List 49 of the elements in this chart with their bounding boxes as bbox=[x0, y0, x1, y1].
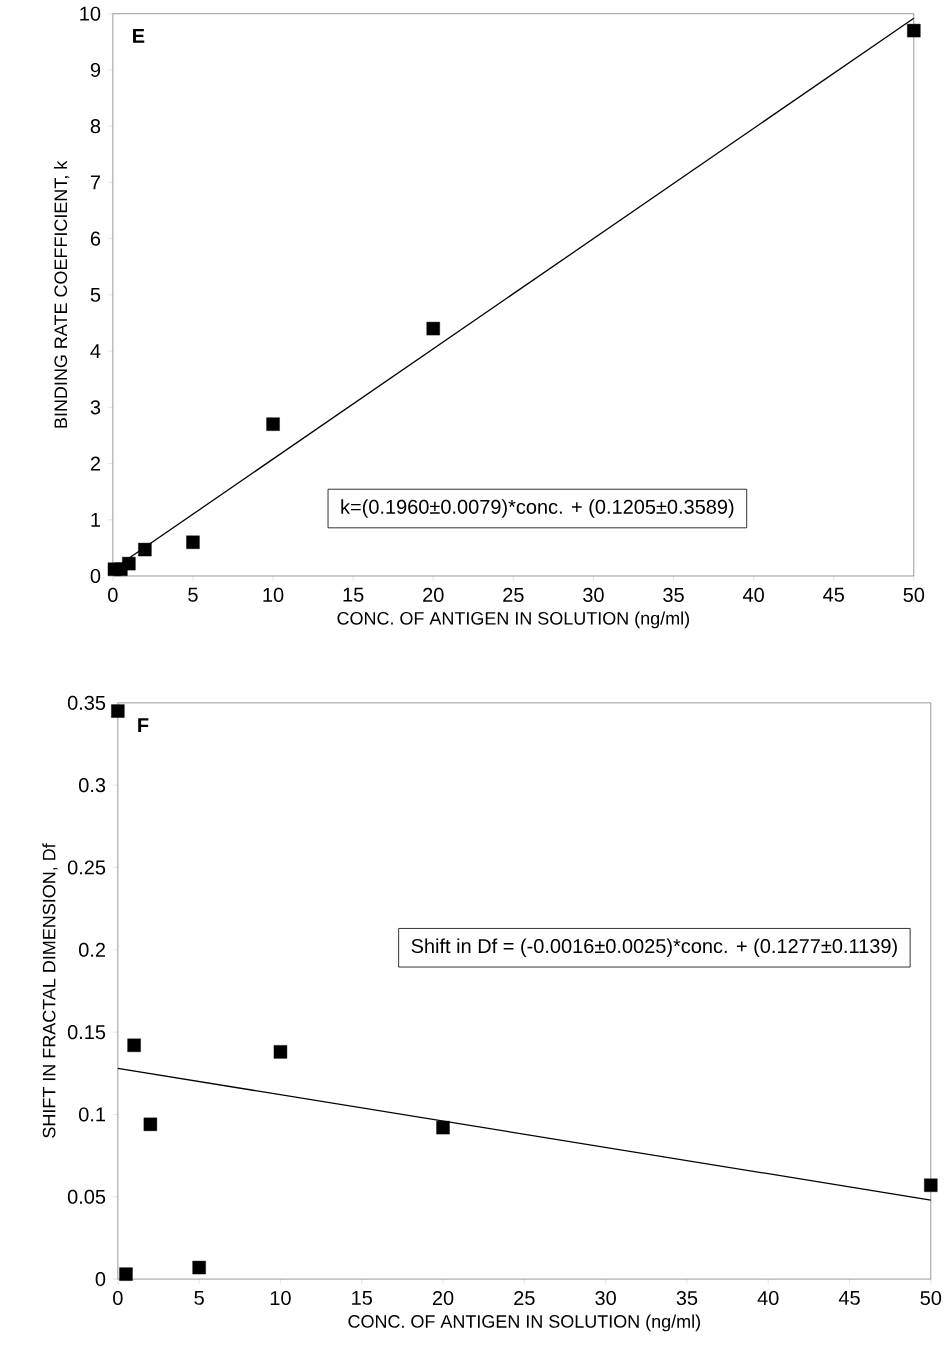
x-tick-label: 40 bbox=[743, 587, 765, 602]
y-tick-label: 7 bbox=[91, 175, 101, 190]
y-tick-label: 0 bbox=[90, 568, 101, 584]
x-tick-label: 10 bbox=[263, 587, 284, 602]
y-tick-label: 9 bbox=[90, 62, 101, 78]
y-axis-title: SHIFT IN FRACTAL DIMENSION, Df bbox=[42, 843, 58, 1138]
x-tick-label: 0 bbox=[108, 587, 118, 602]
y-tick-label: 0.2 bbox=[79, 942, 106, 957]
x-tick-label: 45 bbox=[838, 1290, 860, 1305]
x-tick-label: 20 bbox=[433, 1290, 454, 1306]
x-axis-title: CONC. OF ANTIGEN IN SOLUTION (ng/ml) bbox=[348, 1314, 701, 1332]
x-tick-label: 25 bbox=[503, 587, 524, 602]
x-tick-label: 25 bbox=[514, 1290, 535, 1306]
y-tick-label: 1 bbox=[91, 512, 101, 527]
annotation: k=(0.1960±0.0079)*conc. + (0.1205±0.3589) bbox=[341, 499, 734, 518]
x-tick-label: 50 bbox=[903, 587, 925, 602]
x-tick-label: 15 bbox=[343, 587, 364, 602]
y-tick-label: 0.25 bbox=[68, 860, 106, 875]
annotation: F bbox=[138, 718, 149, 733]
annotation: E bbox=[133, 29, 145, 43]
x-tick-label: 15 bbox=[352, 1290, 373, 1305]
x-tick-label: 10 bbox=[270, 1290, 291, 1306]
x-tick-label: 5 bbox=[188, 587, 198, 602]
x-tick-label: 35 bbox=[676, 1290, 698, 1306]
y-tick-label: 0.35 bbox=[68, 695, 106, 710]
x-tick-label: 30 bbox=[583, 587, 604, 602]
y-tick-label: 0.05 bbox=[68, 1189, 106, 1204]
y-tick-label: 2 bbox=[91, 456, 101, 471]
y-tick-label: 0.3 bbox=[79, 778, 106, 793]
x-axis-title: CONC. OF ANTIGEN IN SOLUTION (ng/ml) bbox=[337, 611, 690, 629]
y-tick-label: 0.15 bbox=[68, 1025, 106, 1040]
y-tick-label: 8 bbox=[90, 119, 101, 134]
x-tick-label: 45 bbox=[823, 587, 845, 602]
x-tick-label: 35 bbox=[663, 587, 684, 602]
annotation: Shift in Df = (-0.0016±0.0025)*conc. + (0.1277±0.1139) bbox=[411, 938, 897, 958]
x-tick-label: 40 bbox=[757, 1290, 779, 1306]
y-tick-label: 5 bbox=[90, 287, 101, 302]
y-tick-label: 6 bbox=[91, 231, 101, 246]
y-tick-label: 3 bbox=[90, 400, 101, 415]
y-tick-label: 0 bbox=[95, 1272, 106, 1287]
y-axis-title: BINDING RATE COEFFICIENT, k bbox=[54, 160, 70, 428]
x-tick-label: 5 bbox=[194, 1290, 204, 1305]
x-tick-label: 0 bbox=[113, 1290, 123, 1306]
y-tick-label: 4 bbox=[90, 344, 101, 358]
x-tick-label: 20 bbox=[423, 587, 444, 602]
y-tick-label: 10 bbox=[80, 6, 101, 21]
x-tick-label: 30 bbox=[595, 1290, 617, 1306]
x-tick-label: 50 bbox=[920, 1290, 942, 1306]
y-tick-label: 0.1 bbox=[79, 1107, 106, 1122]
